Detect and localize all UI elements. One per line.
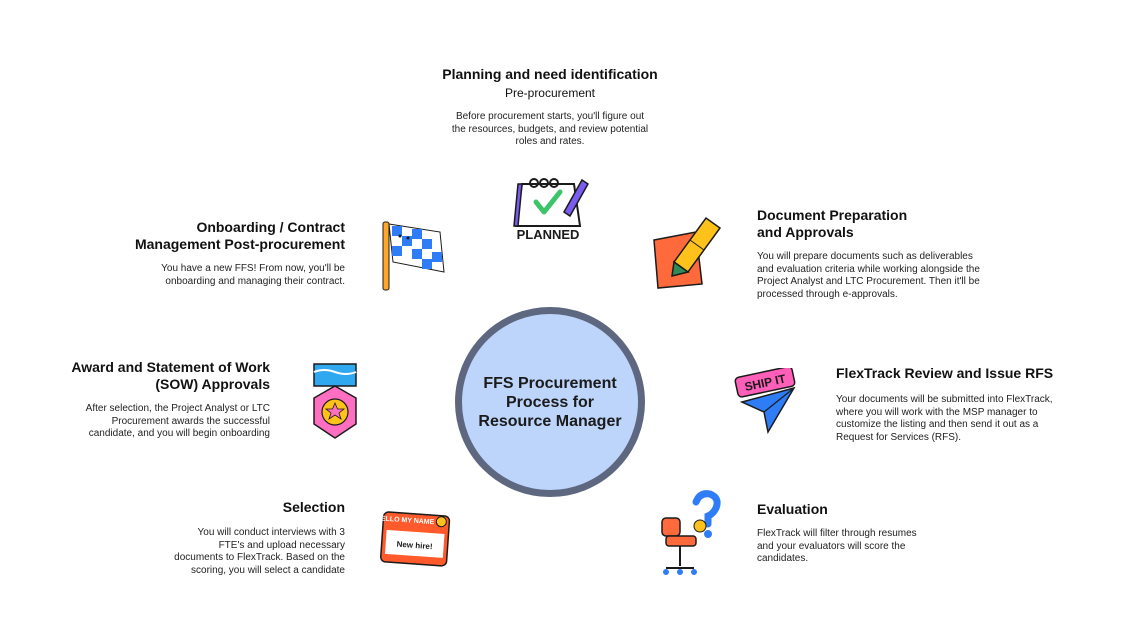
new-hire-label: New hire! (396, 540, 433, 551)
step-document-title: Document Preparation and Approvals (757, 207, 908, 240)
step-evaluation: Evaluation FlexTrack will filter through… (757, 501, 937, 566)
step-document: Document Preparation and Approvals You w… (757, 207, 997, 301)
step-evaluation-title: Evaluation (757, 501, 828, 517)
name-tag-icon: HELLO MY NAME IS New hire! (378, 510, 454, 570)
step-award-description: After selection, the Project Analyst or … (85, 403, 270, 439)
pencil-paper-icon (650, 212, 724, 290)
step-planning-title: Planning and need identification (442, 66, 658, 82)
hello-label: HELLO MY NAME IS (378, 515, 443, 527)
step-selection-description: You will conduct interviews with 3 FTE's… (174, 527, 345, 576)
calendar-check-icon: PLANNED (508, 176, 592, 244)
center-circle: FFS Procurement Process for Resource Man… (455, 307, 645, 497)
chair-question-icon (658, 490, 722, 578)
step-flextrack-description: Your documents will be submitted into Fl… (836, 394, 1053, 443)
step-planning-subtitle: Pre-procurement (504, 86, 596, 100)
step-selection: Selection You will conduct interviews wi… (150, 499, 345, 577)
paper-plane-icon: SHIP IT (734, 368, 798, 434)
step-onboarding-description: You have a new FFS! From now, you'll be … (161, 263, 345, 287)
step-planning-description: Before procurement starts, you'll figure… (451, 111, 649, 147)
step-evaluation-description: FlexTrack will filter through resumes an… (757, 528, 917, 564)
checkered-flag-icon (378, 214, 450, 292)
step-flextrack: FlexTrack Review and Issue RFS Your docu… (836, 365, 1066, 444)
step-planning: Planning and need identification Pre-pro… (420, 66, 680, 149)
medal-icon (310, 362, 360, 442)
step-document-description: You will prepare documents such as deliv… (757, 251, 980, 300)
step-award: Award and Statement of Work (SOW) Approv… (60, 359, 270, 441)
planned-label: PLANNED (517, 227, 580, 242)
step-onboarding-title: Onboarding / Contract Management Post-pr… (134, 219, 345, 252)
step-selection-title: Selection (282, 499, 345, 515)
center-label: FFS Procurement Process for Resource Man… (478, 374, 622, 430)
step-flextrack-title: FlexTrack Review and Issue RFS (836, 365, 1054, 381)
step-award-title: Award and Statement of Work (SOW) Approv… (71, 359, 270, 392)
step-onboarding: Onboarding / Contract Management Post-pr… (110, 219, 345, 288)
